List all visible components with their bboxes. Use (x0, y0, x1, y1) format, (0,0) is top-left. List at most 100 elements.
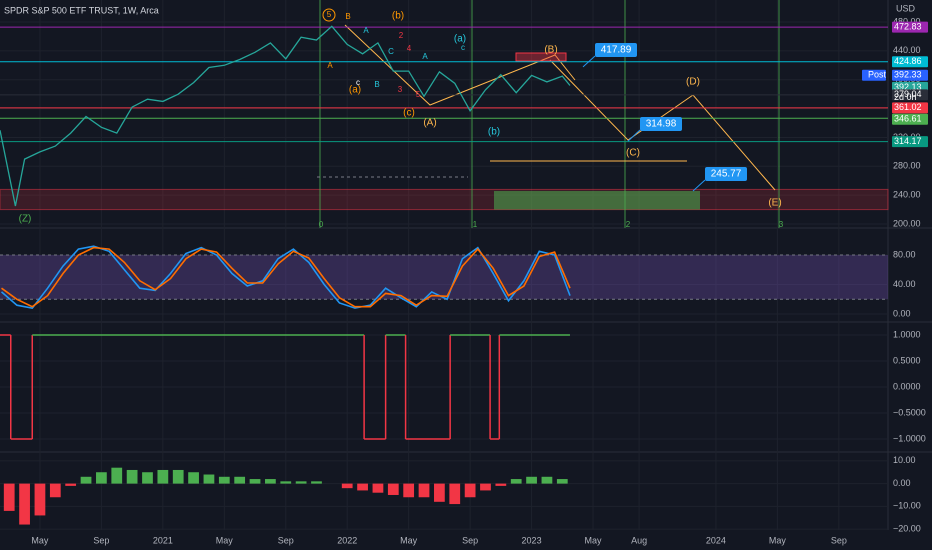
y-tick-label: −1.0000 (893, 433, 926, 443)
y-tick-label: 280.00 (893, 161, 921, 171)
y-tick-label: 480.00 (893, 16, 921, 26)
wave-label: (b) (488, 127, 500, 138)
wave-path (344, 24, 576, 106)
hist-bar (19, 483, 30, 525)
hist-bar (357, 483, 368, 491)
price-label: 314.17 (894, 136, 922, 146)
price-label: 392.33 (894, 70, 922, 80)
wave-label: 3 (398, 85, 403, 94)
price-label-bg (892, 89, 928, 101)
hist-bar (172, 469, 184, 484)
x-tick-label: 2022 (337, 535, 357, 545)
price-label: 392.13 (894, 82, 922, 92)
y-tick-label: −20.00 (893, 523, 921, 533)
hist-bar (34, 483, 46, 516)
wave-label: (D) (686, 77, 700, 88)
price-label: 379.04 (894, 89, 922, 99)
hist-bar (234, 476, 246, 484)
x-tick-label: May (585, 535, 603, 545)
hist-bar (157, 469, 169, 484)
wave-label: (A) (423, 118, 436, 129)
x-tick-label: May (31, 535, 49, 545)
price-label: 361.02 (894, 102, 922, 112)
hist-bar (434, 483, 445, 502)
x-tick-label: Sep (278, 535, 294, 545)
wave-label: (B) (544, 45, 557, 56)
target-pointer (582, 55, 596, 68)
countdown: 2d 0h (894, 92, 917, 102)
target-pointer (692, 179, 706, 192)
x-tick-label: 2023 (522, 535, 542, 545)
wave-label: 2 (626, 220, 631, 229)
hist-bar (65, 483, 77, 486)
target-zone (494, 191, 700, 210)
wave-label: 2 (399, 31, 404, 40)
wave-label: (a) (454, 34, 466, 45)
y-tick-label: −0.5000 (893, 407, 926, 417)
hist-bar (341, 483, 353, 489)
hist-bar (510, 479, 522, 484)
wave-label: A (363, 26, 369, 35)
wave-label: 4 (407, 44, 412, 53)
price-line (0, 25, 571, 207)
x-tick-label: May (769, 535, 787, 545)
y-tick-label: 440.00 (893, 45, 921, 55)
wave-label: 1 (473, 220, 478, 229)
wave-label: A (327, 61, 333, 70)
x-tick-label: Sep (831, 535, 847, 545)
zone-band (0, 188, 889, 211)
y-tick-label: 40.00 (893, 279, 916, 289)
x-tick-label: May (216, 535, 234, 545)
hist-bar (464, 483, 476, 498)
wave-label: (E) (768, 198, 781, 209)
box-b (515, 52, 567, 62)
wave-label: 3 (779, 220, 784, 229)
wave-label: A (422, 52, 428, 61)
wave-label: (c) (403, 108, 415, 119)
wave-label: (C) (626, 148, 640, 159)
target-callout (705, 167, 747, 181)
y-tick-label: 0.0000 (893, 381, 921, 391)
post-badge (862, 69, 886, 81)
target-pointer (627, 129, 641, 142)
stoch-line (1, 246, 571, 308)
y-tick-label: 240.00 (893, 190, 921, 200)
wave-circle (322, 8, 336, 22)
wave-label: C (388, 47, 394, 56)
hist-bar (311, 481, 322, 484)
hist-bar (126, 469, 138, 484)
y-tick-label: 80.00 (893, 249, 916, 259)
y-tick-label: 10.00 (893, 455, 916, 465)
hist-bar (387, 483, 399, 495)
hist-bar (203, 474, 215, 484)
x-tick-label: May (400, 535, 418, 545)
wave-label: 5 (416, 90, 421, 99)
hist-bar (142, 472, 153, 484)
x-tick-label: 2024 (706, 535, 726, 545)
wave-label: (a) (349, 85, 361, 96)
hist-bar (480, 483, 491, 491)
x-tick-label: Sep (93, 535, 109, 545)
x-tick-label: Sep (462, 535, 478, 545)
price-label: 472.83 (894, 22, 922, 32)
y-tick-label: 0.5000 (893, 355, 921, 365)
price-label: 424.86 (894, 56, 922, 66)
target-label: 245.77 (711, 169, 742, 180)
hist-bar (249, 479, 261, 484)
y-tick-label: 0.00 (893, 308, 911, 318)
x-tick-label: Aug (631, 535, 647, 545)
wave-label: 5 (327, 10, 332, 19)
hist-bar (449, 483, 461, 505)
currency: USD (896, 3, 916, 13)
y-tick-label: −10.00 (893, 501, 921, 511)
hist-bar (541, 476, 553, 484)
wave-label: 0 (319, 220, 324, 229)
hist-bar (265, 479, 276, 484)
hist-bar (111, 467, 123, 484)
hist-bar (96, 472, 107, 484)
price-label-bg (892, 69, 928, 81)
target-label: 314.98 (646, 119, 677, 130)
